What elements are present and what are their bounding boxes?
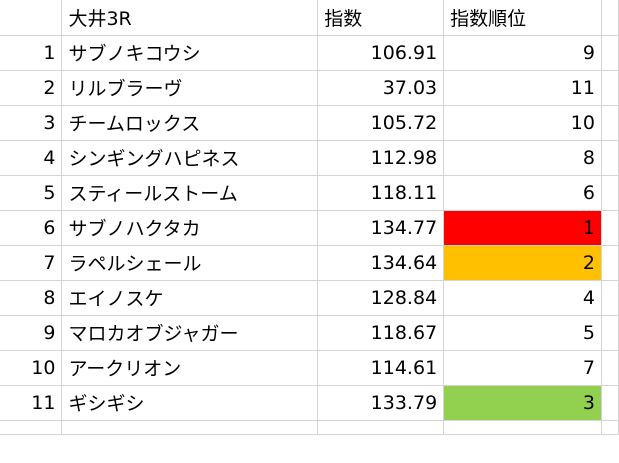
rank-cell[interactable]: 7 (443, 349, 602, 386)
horse-number-cell[interactable]: 2 (0, 69, 63, 106)
rank-cell[interactable]: 5 (443, 314, 602, 351)
empty-cell[interactable] (600, 34, 619, 71)
horse-number-cell[interactable]: 5 (0, 174, 63, 211)
rank-cell[interactable]: 4 (443, 279, 602, 316)
horse-name-cell[interactable]: アークリオン (61, 349, 319, 386)
table-row: 7 ラペルシェール 134.64 2 (0, 244, 619, 281)
horse-name-cell[interactable]: マロカオブジャガー (61, 314, 319, 351)
horse-name-cell[interactable]: ギシギシ (61, 384, 319, 421)
horse-number-cell[interactable]: 8 (0, 279, 63, 316)
header-row: 大井3R 指数 指数順位 (0, 0, 619, 36)
score-cell[interactable]: 118.67 (317, 314, 445, 351)
empty-cell[interactable] (600, 314, 619, 351)
table-row: 11 ギシギシ 133.79 3 (0, 384, 619, 421)
score-cell[interactable]: 134.64 (317, 244, 445, 281)
horse-name-cell[interactable]: スティールストーム (61, 174, 319, 211)
table-row: 10 アークリオン 114.61 7 (0, 349, 619, 386)
rank-header-cell[interactable]: 指数順位 (443, 0, 602, 36)
score-cell[interactable]: 134.77 (317, 209, 445, 246)
rank-cell[interactable]: 10 (443, 104, 602, 141)
horse-number-cell[interactable]: 4 (0, 139, 63, 176)
table-row: 8 エイノスケ 128.84 4 (0, 279, 619, 316)
empty-cell[interactable] (600, 419, 619, 435)
empty-cell[interactable] (600, 209, 619, 246)
horse-number-cell[interactable]: 6 (0, 209, 63, 246)
cell-e1[interactable] (600, 0, 619, 36)
rank-cell[interactable]: 9 (443, 34, 602, 71)
score-cell[interactable]: 105.72 (317, 104, 445, 141)
empty-cell[interactable] (61, 419, 319, 435)
horse-name-cell[interactable]: ラペルシェール (61, 244, 319, 281)
empty-cell[interactable] (443, 419, 602, 435)
empty-cell[interactable] (600, 174, 619, 211)
spreadsheet-grid: 大井3R 指数 指数順位 1 サブノキコウシ 106.91 9 2 リルブラーヴ… (0, 0, 619, 435)
score-header-cell[interactable]: 指数 (317, 0, 445, 36)
horse-name-cell[interactable]: チームロックス (61, 104, 319, 141)
horse-number-cell[interactable]: 10 (0, 349, 63, 386)
horse-name-cell[interactable]: エイノスケ (61, 279, 319, 316)
score-cell[interactable]: 112.98 (317, 139, 445, 176)
empty-cell[interactable] (600, 279, 619, 316)
table-row: 3 チームロックス 105.72 10 (0, 104, 619, 141)
score-cell[interactable]: 106.91 (317, 34, 445, 71)
score-cell[interactable]: 37.03 (317, 69, 445, 106)
rank-cell-highlight-third[interactable]: 3 (443, 384, 602, 421)
rank-cell[interactable]: 6 (443, 174, 602, 211)
horse-name-cell[interactable]: サブノハクタカ (61, 209, 319, 246)
rank-cell[interactable]: 8 (443, 139, 602, 176)
cell-a1[interactable] (0, 0, 63, 36)
empty-cell[interactable] (600, 244, 619, 281)
rank-cell[interactable]: 11 (443, 69, 602, 106)
score-cell[interactable]: 114.61 (317, 349, 445, 386)
rank-cell-highlight-second[interactable]: 2 (443, 244, 602, 281)
table-row: 6 サブノハクタカ 134.77 1 (0, 209, 619, 246)
score-cell[interactable]: 128.84 (317, 279, 445, 316)
empty-cell[interactable] (600, 69, 619, 106)
horse-name-cell[interactable]: リルブラーヴ (61, 69, 319, 106)
horse-number-cell[interactable]: 3 (0, 104, 63, 141)
score-cell[interactable]: 118.11 (317, 174, 445, 211)
race-name-cell[interactable]: 大井3R (61, 0, 319, 36)
table-row: 1 サブノキコウシ 106.91 9 (0, 34, 619, 71)
rank-cell-highlight-first[interactable]: 1 (443, 209, 602, 246)
table-row: 5 スティールストーム 118.11 6 (0, 174, 619, 211)
empty-cell[interactable] (317, 419, 445, 435)
table-row-empty (0, 419, 619, 435)
empty-cell[interactable] (600, 384, 619, 421)
table-row: 2 リルブラーヴ 37.03 11 (0, 69, 619, 106)
horse-number-cell[interactable]: 1 (0, 34, 63, 71)
horse-number-cell[interactable]: 7 (0, 244, 63, 281)
empty-cell[interactable] (600, 104, 619, 141)
empty-cell[interactable] (600, 349, 619, 386)
empty-cell[interactable] (600, 139, 619, 176)
score-cell[interactable]: 133.79 (317, 384, 445, 421)
horse-number-cell[interactable]: 9 (0, 314, 63, 351)
horse-number-cell[interactable]: 11 (0, 384, 63, 421)
empty-cell[interactable] (0, 419, 63, 435)
table-row: 9 マロカオブジャガー 118.67 5 (0, 314, 619, 351)
table-row: 4 シンギングハピネス 112.98 8 (0, 139, 619, 176)
horse-name-cell[interactable]: シンギングハピネス (61, 139, 319, 176)
horse-name-cell[interactable]: サブノキコウシ (61, 34, 319, 71)
